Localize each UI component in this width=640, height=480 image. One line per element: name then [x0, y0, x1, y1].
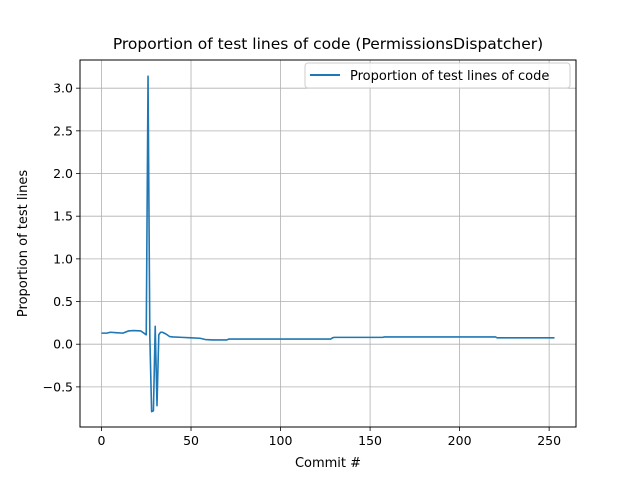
x-tick-label: 50	[183, 433, 199, 448]
x-axis-label: Commit #	[295, 456, 361, 471]
y-axis-label: Proportion of test lines	[16, 170, 31, 317]
y-tick-label: 1.5	[53, 209, 73, 224]
plot-area-frame	[79, 59, 577, 428]
y-tick-label: 2.5	[53, 123, 73, 138]
y-tick-label: 1.0	[53, 251, 73, 266]
y-tick-label: 2.0	[53, 166, 73, 181]
series-line	[101, 75, 555, 413]
x-tick-label: 150	[358, 433, 382, 448]
series-layer	[101, 75, 555, 413]
x-tick-label: 200	[448, 433, 472, 448]
legend-label: Proportion of test lines of code	[350, 69, 549, 84]
y-tick-label: 0.5	[53, 294, 73, 309]
ticks: 0 50 100 150 200 250 −0.5 0.0 0.5 1.0 1.5 2.0 2.5 3.0	[43, 81, 561, 448]
legend: Proportion of test lines of code	[304, 62, 571, 89]
legend-box	[304, 62, 571, 89]
y-tick-label: 3.0	[53, 81, 73, 96]
x-tick-label: 250	[537, 433, 561, 448]
y-tick-label: 0.0	[53, 337, 73, 352]
y-tick-label: −0.5	[43, 379, 73, 394]
x-tick-label: 0	[98, 433, 106, 448]
x-tick-label: 100	[269, 433, 293, 448]
chart-title: Proportion of test lines of code (Permis…	[113, 35, 543, 53]
